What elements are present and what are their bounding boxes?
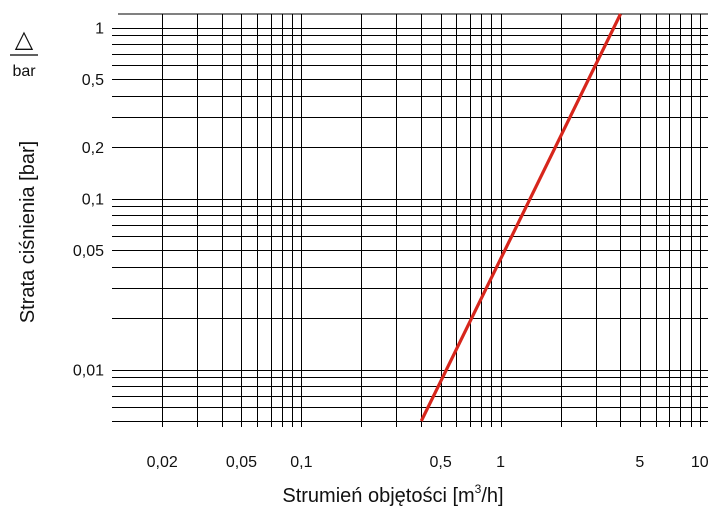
y-tick-label-3: 0,1 xyxy=(82,192,104,209)
x-tick-label-1: 0,05 xyxy=(226,454,257,471)
y-tick-label-5: 0,01 xyxy=(73,363,104,380)
x-tick-label-5: 5 xyxy=(635,454,644,471)
y-axis-title: Strata ciśnienia [bar] xyxy=(17,141,39,323)
x-axis-title-suffix: /h] xyxy=(481,485,503,507)
y-unit-symbol: △ xyxy=(15,26,34,53)
x-axis-title: Strumień objętości [m3/h] xyxy=(282,482,503,507)
x-tick-label-6: 10 xyxy=(691,454,709,471)
y-unit-label: bar xyxy=(12,63,36,80)
x-tick-label-3: 0,5 xyxy=(429,454,451,471)
tick-labels: 0,02 0,05 0,1 0,5 1 5 10 1 0,5 0,2 0,1 0,05 0,01 xyxy=(73,21,709,471)
x-tick-label-4: 1 xyxy=(496,454,505,471)
x-axis-title-sup: 3 xyxy=(475,482,482,496)
y-tick-label-0: 1 xyxy=(95,21,104,38)
y-tick-label-1: 0,5 xyxy=(82,72,104,89)
x-tick-label-2: 0,1 xyxy=(290,454,312,471)
series-layer xyxy=(419,13,622,422)
y-tick-label-4: 0,05 xyxy=(73,243,104,260)
x-tick-label-0: 0,02 xyxy=(147,454,178,471)
y-tick-label-2: 0,2 xyxy=(82,140,104,157)
x-axis-title-main: Strumień objętości [m xyxy=(282,485,474,507)
series-line-0 xyxy=(419,13,622,422)
grid-layer xyxy=(112,13,708,427)
